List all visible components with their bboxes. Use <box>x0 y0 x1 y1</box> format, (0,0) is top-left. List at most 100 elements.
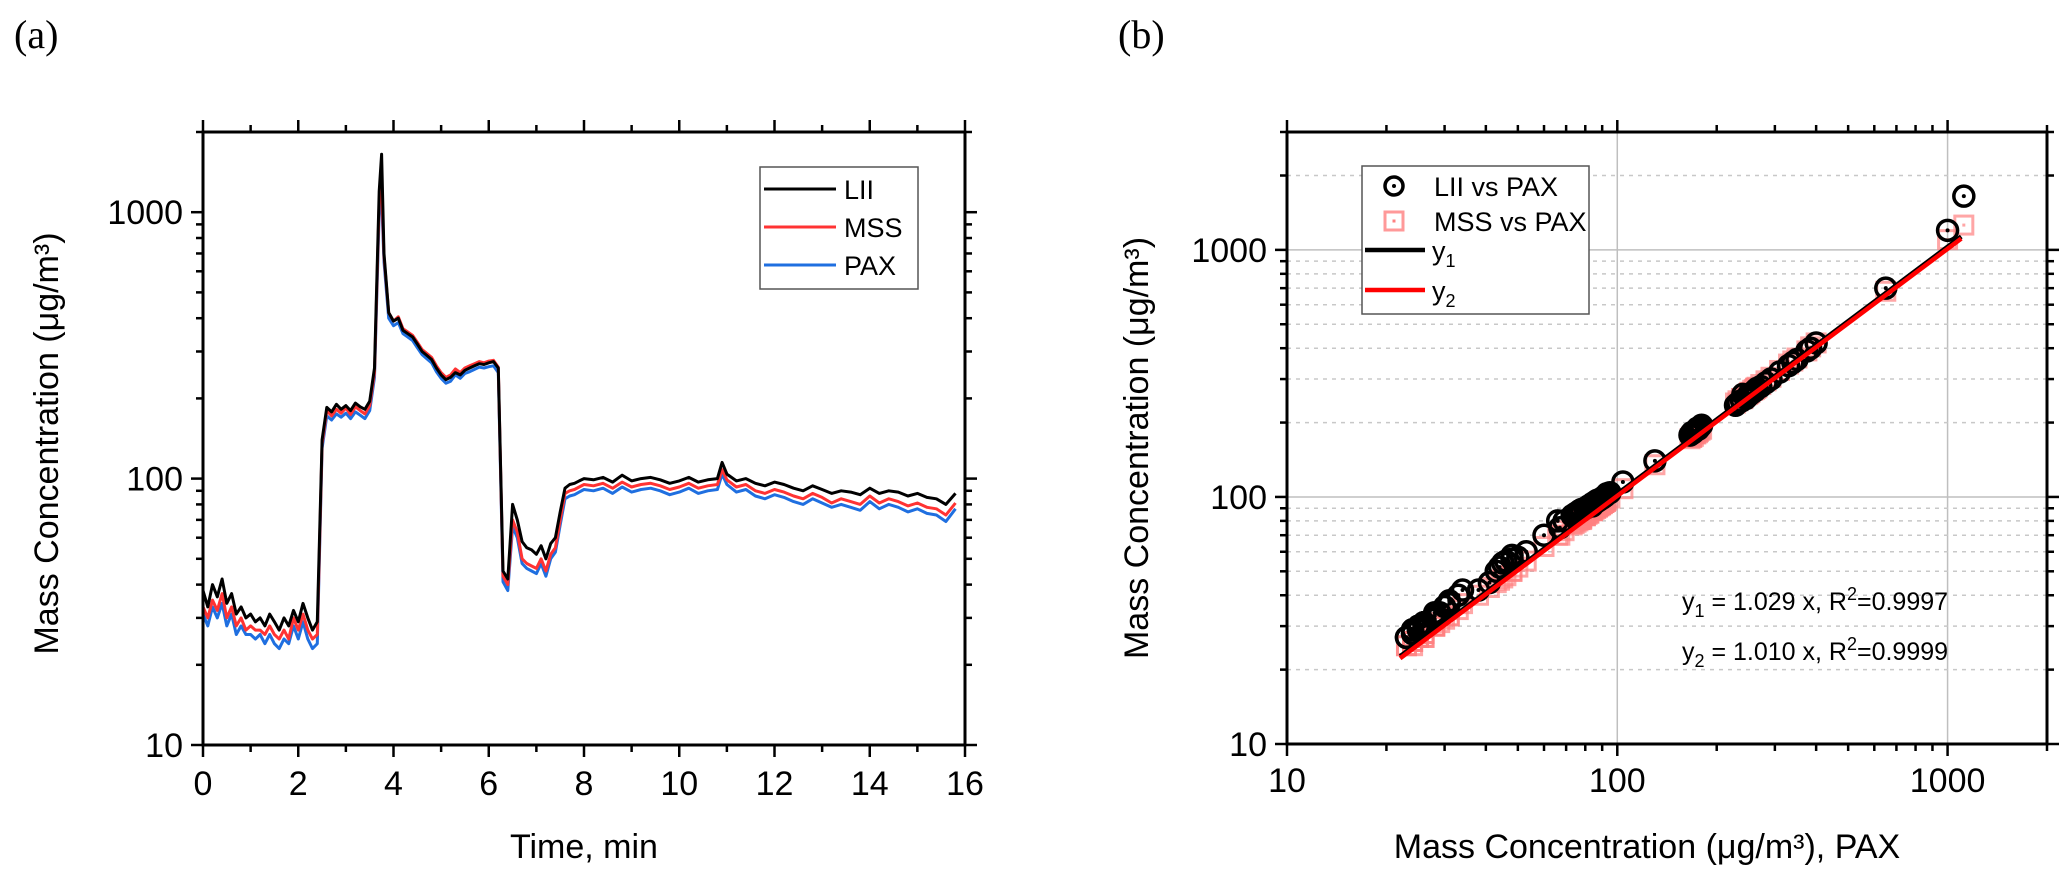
equation-part-sup: 2 <box>1847 634 1857 654</box>
lii-vs-pax-point <box>1427 600 1452 625</box>
lii-vs-pax-point <box>1400 618 1425 642</box>
panel-a-label: (a) <box>14 12 58 57</box>
lii-vs-pax-point-center <box>1945 228 1950 233</box>
lii-vs-pax-point <box>1798 336 1823 360</box>
legend-label-lii: LII <box>844 175 874 205</box>
x-tick-label: 10 <box>660 765 698 803</box>
panel-b-plot-frame <box>1285 130 2049 746</box>
legend-label-pax: PAX <box>844 251 896 281</box>
lii-vs-pax-point-center <box>1497 565 1502 570</box>
lii-vs-pax-point-center <box>1577 508 1582 513</box>
panel-b-chart: 10 100 1000 10 100 1000 Mass Concentration (μ… <box>1118 120 2059 866</box>
panel-b-y-axis-title: Mass Concentration (μg/m³) <box>1118 237 1156 659</box>
equation-part-prefix: y <box>1682 588 1695 616</box>
equation-part-tail: =0.9999 <box>1857 638 1948 666</box>
lii-vs-pax-point-center <box>1961 194 1966 199</box>
lii-vs-pax-point <box>1736 382 1761 407</box>
panel-b-fit-lines <box>1398 234 1963 661</box>
legend-label-subscript: 1 <box>1446 251 1456 271</box>
series-line-lii <box>201 152 957 632</box>
lii-vs-pax-point-center <box>1652 458 1657 463</box>
lii-vs-pax-point <box>1450 578 1475 602</box>
series-line-mss <box>201 184 957 641</box>
legend-label: MSS vs PAX <box>1434 207 1587 237</box>
x-tick-label: 2 <box>289 765 308 803</box>
equation-part-tail: =0.9997 <box>1857 588 1948 616</box>
legend-label: LII vs PAX <box>1434 172 1558 202</box>
x-tick-label: 8 <box>575 765 594 803</box>
panel-b-x-axis-title: Mass Concentration (μg/m³), PAX <box>1394 828 1900 866</box>
y-tick-label: 1000 <box>107 194 183 232</box>
panel-b-grid <box>1287 131 2047 744</box>
x-tick-label: 1000 <box>1910 762 1986 800</box>
x-tick-label: 6 <box>479 765 498 803</box>
equation-part-text: = 1.029 x, R <box>1705 588 1847 616</box>
y-tick-label: 1000 <box>1191 232 1267 270</box>
legend-label-text: MSS vs PAX <box>1434 207 1587 237</box>
y-tick-label: 10 <box>145 727 183 765</box>
panel-b-ticks: 10 100 1000 10 100 1000 <box>1191 120 2059 800</box>
panel-b-label: (b) <box>1118 12 1165 57</box>
legend-label-text: y <box>1432 276 1446 306</box>
equation-part-sub: 1 <box>1695 601 1705 621</box>
legend-marker-center <box>1392 219 1396 223</box>
lii-vs-pax-point-center <box>1460 588 1465 593</box>
panel-a-chart: 0 2 4 6 8 10 12 14 16 10 100 1000 Time, min Mass Co… <box>28 120 984 866</box>
fit-equation-1: y1 = 1.029 x, R2=0.9997 <box>1682 584 1948 621</box>
legend-label-text: y <box>1432 236 1446 266</box>
mss-vs-pax-point-center <box>1962 223 1966 227</box>
legend-label-subscript: 2 <box>1446 291 1456 311</box>
lii-vs-pax-point-center <box>1883 286 1888 291</box>
legend-label: y1 <box>1432 236 1456 271</box>
lii-vs-pax-point-center <box>1494 569 1499 574</box>
lii-vs-pax-point-center <box>1524 549 1529 554</box>
x-tick-label: 12 <box>756 765 794 803</box>
x-tick-label: 0 <box>194 765 213 803</box>
legend-marker-center <box>1392 184 1396 188</box>
equation-part-text: = 1.010 x, R <box>1705 638 1847 666</box>
series-line-pax <box>201 197 957 651</box>
panel-a-ticks: 0 2 4 6 8 10 12 14 16 10 100 1000 <box>107 120 984 803</box>
panel-a-legend: LII MSS PAX <box>759 166 919 290</box>
lii-vs-pax-point <box>1935 218 1960 243</box>
fit-line-y2 <box>1398 236 1963 661</box>
lii-vs-pax-point <box>1484 559 1508 584</box>
lii-vs-pax-point-center <box>1447 601 1452 606</box>
lii-vs-pax-point-center <box>1487 580 1492 585</box>
lii-vs-pax-point-center <box>1432 610 1437 615</box>
panel-a-x-axis-title: Time, min <box>510 828 658 866</box>
equation-part-sup: 2 <box>1847 584 1857 604</box>
equation-part-prefix: y <box>1682 638 1695 666</box>
x-tick-label: 16 <box>946 765 984 803</box>
mss-vs-pax-point-center <box>1556 533 1560 537</box>
x-tick-label: 4 <box>384 765 403 803</box>
legend-marker-lii-vs-pax <box>1383 175 1405 197</box>
equation-part-sub: 2 <box>1695 651 1705 671</box>
y-tick-label: 100 <box>1210 479 1267 517</box>
lii-vs-pax-point-center <box>1562 518 1567 523</box>
legend-label-mss: MSS <box>844 213 903 243</box>
panel-a-y-axis-title: Mass Concentration (μg/m³) <box>28 232 66 654</box>
y-tick-label: 10 <box>1229 726 1267 764</box>
lii-vs-pax-point-center <box>1510 557 1515 562</box>
lii-vs-pax-point-center <box>1410 627 1415 632</box>
lii-vs-pax-point-center <box>1416 627 1421 632</box>
legend-label-text: LII vs PAX <box>1434 172 1558 202</box>
lii-vs-pax-point <box>1952 184 1976 208</box>
x-tick-label: 100 <box>1589 762 1646 800</box>
legend-label: y2 <box>1432 276 1456 311</box>
lii-vs-pax-point-center <box>1437 610 1442 615</box>
lii-vs-pax-point-center <box>1620 479 1625 484</box>
lii-vs-pax-point-center <box>1542 533 1547 538</box>
lii-vs-pax-point-center <box>1699 423 1704 428</box>
lii-vs-pax-point-center <box>1476 588 1481 593</box>
y-tick-label: 100 <box>126 461 183 499</box>
x-tick-label: 10 <box>1268 762 1306 800</box>
panel-a-series <box>201 152 957 651</box>
x-tick-label: 14 <box>851 765 889 803</box>
panel-b-points <box>1394 184 1976 657</box>
legend-marker-mss-vs-pax <box>1383 210 1405 232</box>
